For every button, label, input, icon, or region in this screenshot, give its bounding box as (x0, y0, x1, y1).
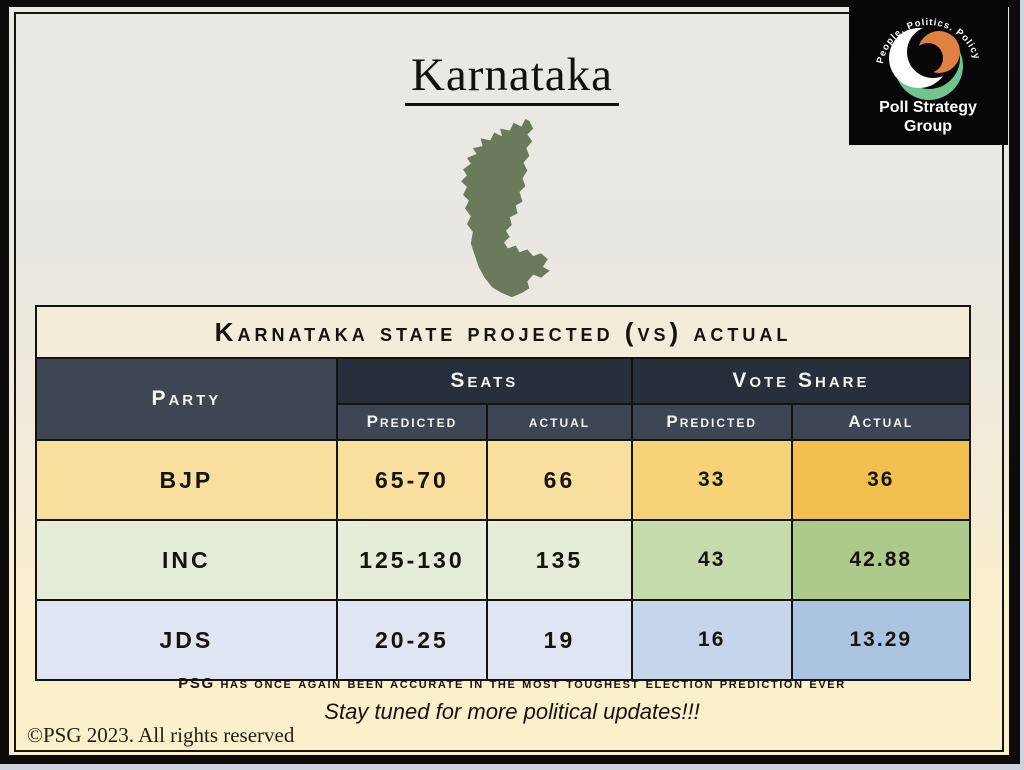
footer-stay-tuned: Stay tuned for more political updates!!! (324, 699, 700, 724)
psg-logo-icon: People. Politics. Policy Poll Strategy G… (849, 0, 1008, 145)
column-header-seats-actual: actual (486, 403, 633, 441)
table-row-jds: JDS 20-25 19 16 13.29 (35, 599, 972, 681)
vote-actual-value: 13.29 (790, 599, 972, 681)
vote-actual-value: 36 (790, 439, 972, 521)
logo-name-line1: Poll Strategy (879, 99, 977, 116)
psg-logo: People. Politics. Policy Poll Strategy G… (849, 0, 1008, 145)
vote-predicted-value: 43 (630, 519, 793, 601)
column-header-seats-predicted: Predicted (335, 403, 489, 441)
column-header-vote-actual: Actual (790, 403, 972, 441)
footer-accuracy-claim: PSG has once again been accurate in the … (178, 675, 846, 692)
karnataka-map-icon (461, 118, 550, 298)
title-row: Karnataka (0, 48, 1024, 106)
table-sub-header-row: Predicted actual Predicted Actual (36, 403, 972, 441)
table-row-bjp: BJP 65-70 66 33 36 (35, 439, 972, 521)
table-title-row: Karnataka state projected (vs) actual (35, 305, 971, 359)
vote-predicted-value: 16 (630, 599, 793, 681)
page-title: Karnataka (404, 49, 620, 106)
vote-actual-value: 42.88 (790, 519, 972, 601)
seats-actual-value: 135 (486, 519, 633, 601)
karnataka-map-shape (461, 118, 550, 298)
seats-actual-value: 66 (486, 439, 633, 521)
party-name: BJP (35, 439, 338, 521)
column-header-party: Party (35, 357, 338, 441)
results-table: Karnataka state projected (vs) actual Pa… (35, 305, 972, 681)
column-header-vote-predicted: Predicted (630, 403, 793, 441)
column-group-vote-share: Vote Share (630, 357, 972, 405)
table-row-inc: INC 125-130 135 43 42.88 (35, 519, 972, 601)
party-name: JDS (35, 599, 338, 681)
seats-actual-value: 19 (486, 599, 633, 681)
table-group-header-row: Party Seats Vote Share (35, 357, 972, 441)
vote-predicted-value: 33 (630, 439, 793, 521)
table-title: Karnataka state projected (vs) actual (35, 305, 971, 359)
seats-predicted-value: 20-25 (335, 599, 489, 681)
column-group-seats: Seats (335, 357, 633, 405)
seats-predicted-value: 65-70 (335, 439, 489, 521)
karnataka-map (438, 115, 568, 300)
copyright-notice: ©PSG 2023. All rights reserved (27, 723, 295, 747)
logo-name-line2: Group (904, 118, 952, 135)
party-name: INC (35, 519, 338, 601)
seats-predicted-value: 125-130 (335, 519, 489, 601)
